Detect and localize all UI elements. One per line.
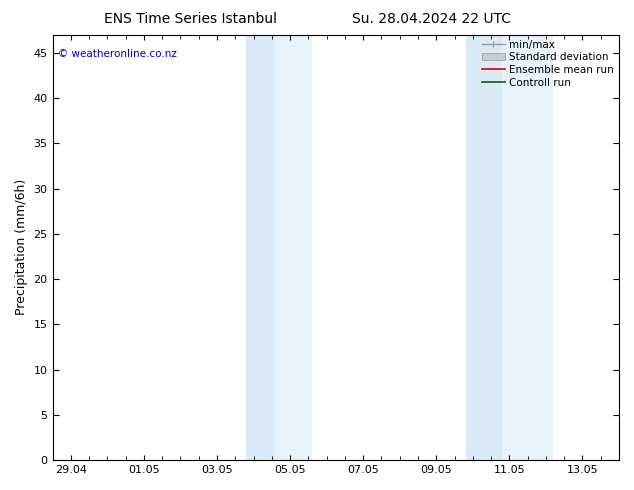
- Text: ENS Time Series Istanbul: ENS Time Series Istanbul: [104, 12, 276, 26]
- Legend: min/max, Standard deviation, Ensemble mean run, Controll run: min/max, Standard deviation, Ensemble me…: [480, 38, 616, 90]
- Bar: [502, 35, 553, 460]
- Bar: [246, 35, 275, 460]
- Text: Su. 28.04.2024 22 UTC: Su. 28.04.2024 22 UTC: [352, 12, 510, 26]
- Bar: [465, 35, 502, 460]
- Bar: [275, 35, 312, 460]
- Text: © weatheronline.co.nz: © weatheronline.co.nz: [58, 49, 177, 59]
- Y-axis label: Precipitation (mm/6h): Precipitation (mm/6h): [15, 179, 28, 316]
